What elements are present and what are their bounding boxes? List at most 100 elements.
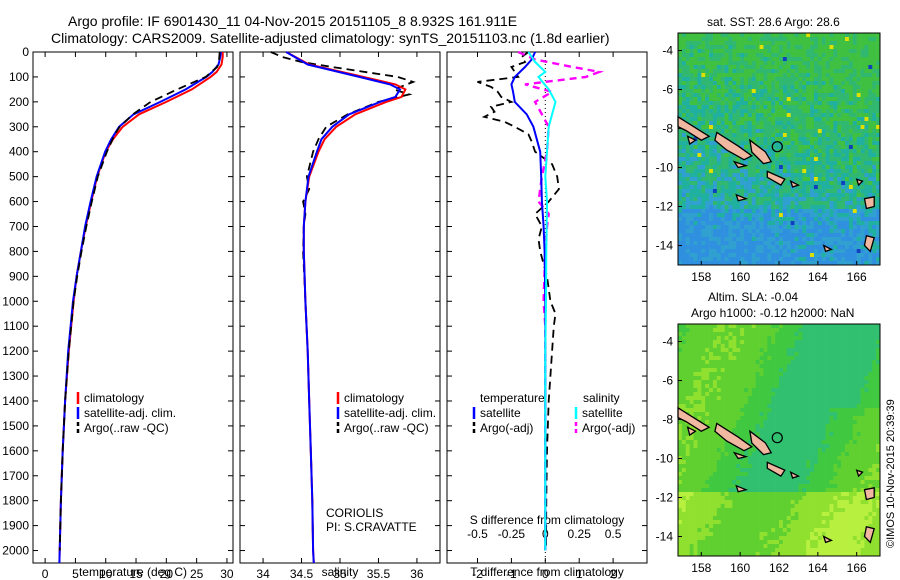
sla-map-cell bbox=[732, 420, 737, 425]
sla-map-cell bbox=[864, 344, 869, 349]
sla-map-cell bbox=[705, 352, 710, 357]
sst-map-cell bbox=[779, 157, 784, 162]
sst-map-cell bbox=[802, 121, 807, 126]
sla-map-cell bbox=[825, 340, 830, 345]
sst-map-cell bbox=[678, 253, 683, 258]
sst-map-cell bbox=[790, 233, 795, 238]
sla-map-cell bbox=[681, 376, 687, 381]
sst-map-cell bbox=[845, 49, 850, 54]
sst-map-cell bbox=[685, 153, 690, 158]
sla-map-cell bbox=[841, 340, 846, 345]
sst-map-cell bbox=[712, 89, 718, 94]
sla-map-cell bbox=[837, 400, 842, 405]
sla-map-cell bbox=[786, 444, 791, 449]
sst-map-cell bbox=[720, 173, 725, 178]
sla-map-cell bbox=[817, 364, 823, 369]
sla-map-cell bbox=[779, 384, 784, 389]
sla-map-cell bbox=[876, 352, 881, 357]
sst-map-cell bbox=[786, 253, 791, 258]
sla-map-cell bbox=[678, 404, 683, 409]
sla-map-cell bbox=[864, 340, 869, 345]
sst-map-cell bbox=[716, 129, 722, 134]
sla-map-cell bbox=[732, 416, 737, 421]
sla-map-cell bbox=[825, 356, 830, 361]
sla-map-cell bbox=[802, 380, 807, 385]
sst-map-cell bbox=[868, 33, 873, 38]
sla-map-cell bbox=[716, 448, 722, 453]
sst-map-cell bbox=[740, 33, 745, 38]
sst-map-cell bbox=[751, 41, 756, 46]
sst-map-cell bbox=[817, 221, 823, 226]
sst-map-cell bbox=[728, 49, 733, 54]
sst-map-cell bbox=[868, 233, 873, 238]
sla-map-cell bbox=[709, 432, 714, 437]
sla-map-cell bbox=[736, 324, 741, 329]
sla-map-cell bbox=[821, 380, 826, 385]
sst-map-cell bbox=[724, 153, 729, 158]
sla-map-cell bbox=[856, 372, 861, 377]
sst-map-cell bbox=[701, 217, 706, 222]
sst-map-cell bbox=[829, 249, 834, 254]
sst-map-cell bbox=[876, 149, 881, 154]
sst-map-cell bbox=[848, 145, 854, 150]
sla-map-cell bbox=[806, 372, 811, 377]
sla-map-cell bbox=[678, 372, 683, 377]
sst-map-cell bbox=[821, 221, 826, 226]
sst-map-cell bbox=[744, 213, 749, 218]
sla-map-cell bbox=[841, 420, 846, 425]
sst-map-cell bbox=[813, 89, 819, 94]
sst-map-cell bbox=[685, 189, 690, 194]
sst-map-cell bbox=[833, 89, 838, 94]
sst-map-cell bbox=[841, 113, 846, 118]
sst-map-cell bbox=[790, 225, 795, 230]
sst-map-cell bbox=[837, 81, 842, 86]
sst-map-cell bbox=[763, 241, 768, 246]
sst-map-cell bbox=[685, 69, 690, 74]
sst-map-cell bbox=[685, 73, 690, 78]
sst-map-cell bbox=[876, 233, 881, 238]
sst-map-cell bbox=[848, 121, 854, 126]
sla-map-cell bbox=[813, 404, 819, 409]
sla-map-cell bbox=[763, 380, 768, 385]
sst-map-cell bbox=[705, 141, 710, 146]
sst-map-cell bbox=[678, 161, 683, 166]
sst-map-cell bbox=[697, 49, 702, 54]
sla-map-cell bbox=[810, 348, 815, 353]
sst-map-cell bbox=[736, 233, 741, 238]
sst-map-cell bbox=[837, 129, 842, 134]
sst-map-cell bbox=[872, 77, 877, 82]
sla-map-cell bbox=[681, 332, 687, 337]
sla-map-cell bbox=[829, 340, 834, 345]
sst-map-cell bbox=[767, 65, 772, 70]
sla-map-cell bbox=[759, 404, 764, 409]
sst-map-cell bbox=[763, 189, 768, 194]
sla-map-cell bbox=[697, 396, 702, 401]
sla-map-cell bbox=[821, 336, 826, 341]
sst-map-cell bbox=[701, 53, 706, 58]
sla-map-cell bbox=[701, 436, 706, 441]
sla-map-cell bbox=[697, 336, 702, 341]
sst-map-cell bbox=[837, 221, 842, 226]
sst-map-cell bbox=[833, 125, 838, 130]
temperature-sat-line bbox=[58, 51, 222, 564]
sla-map-cell bbox=[802, 424, 807, 429]
sst-map-cell bbox=[779, 109, 784, 114]
sla-map-title-line2: Argo h1000: -0.12 h2000: NaN bbox=[691, 306, 854, 320]
sst-map-cell bbox=[697, 237, 702, 242]
sst-map-cell bbox=[755, 109, 760, 114]
sst-map-cell bbox=[864, 185, 869, 190]
sst-map-cell bbox=[709, 253, 714, 258]
sst-map-cell bbox=[798, 113, 803, 118]
sst-map-cell bbox=[720, 53, 725, 58]
sla-map-cell bbox=[837, 340, 842, 345]
sla-map-cell bbox=[786, 448, 791, 453]
sst-map-cell bbox=[813, 121, 819, 126]
sst-map-cell bbox=[736, 201, 741, 206]
sst-map-cell bbox=[693, 125, 698, 130]
sst-map-cell bbox=[736, 129, 741, 134]
sst-map-cell bbox=[802, 93, 807, 98]
sst-map-cell bbox=[775, 205, 780, 210]
sla-map-cell bbox=[740, 348, 745, 353]
sst-map-cell bbox=[864, 37, 869, 42]
sla-map-cell bbox=[856, 440, 861, 445]
